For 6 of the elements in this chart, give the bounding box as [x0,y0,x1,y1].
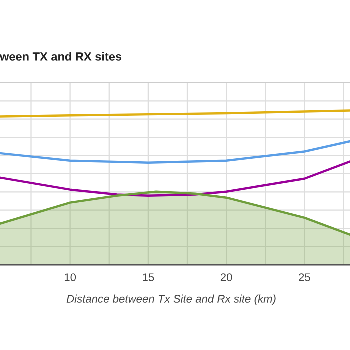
x-tick-label: 15 [143,274,154,282]
x-axis-title: Distance between Tx Site and Rx site (km) [66,294,276,306]
x-tick-label: 20 [220,274,232,282]
chart-title: ween TX and RX sites [0,52,122,61]
x-tick-label: 10 [64,274,76,282]
x-tick-label: 25 [299,274,310,282]
